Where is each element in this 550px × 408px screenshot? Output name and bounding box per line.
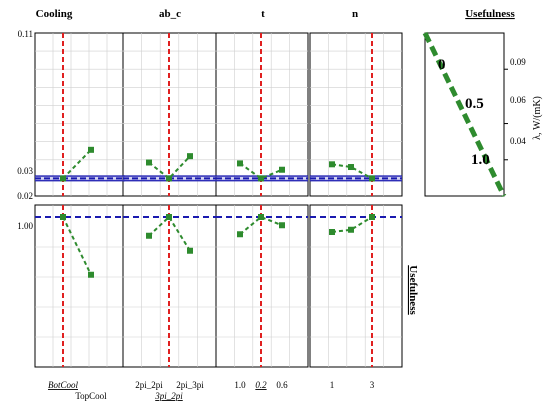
usefulness-point: [329, 229, 335, 235]
response-point: [88, 146, 94, 153]
xtick-abc-2pi-3pi: 2pi_3pi: [176, 380, 204, 390]
xtick-cooling-topcool: TopCool: [75, 391, 107, 401]
ytick-usefulness-one: 1.00: [17, 221, 33, 231]
series-layer: [60, 31, 507, 278]
usefulness-panel-tick-b: 0.06: [510, 95, 526, 105]
usefulness-point: [60, 214, 66, 220]
usefulness-series-line: [331, 216, 373, 233]
response-point: [187, 153, 193, 160]
usefulness-panel-tick-a: 0.09: [510, 57, 526, 67]
ytick-response-max: 0.11: [18, 29, 33, 39]
usefulness-panel-tick-c: 0.04: [510, 136, 526, 146]
grid-layer: [35, 33, 508, 367]
xtick-cooling-botcool: BotCool: [48, 380, 79, 390]
xtick-abc-2pi-2pi: 2pi_2pi: [135, 380, 163, 390]
xtick-abc-3pi-2pi: 3pi_2pi: [154, 391, 183, 401]
ytick-response-min: 0.02: [17, 191, 33, 201]
desirability-function-curve: [422, 31, 507, 198]
usefulness-curve-label-0-5: 0.5: [465, 96, 484, 112]
panel-cooling-response: [34, 32, 126, 197]
ytick-response-current: 0.03: [17, 166, 33, 176]
row-label-usefulness: Usefulness: [407, 265, 419, 315]
usefulness-curve-label-0: 0: [438, 57, 446, 73]
header-usefulness: Usefulness: [465, 8, 515, 20]
response-point: [166, 175, 172, 182]
response-point: [237, 160, 243, 167]
response-point: [279, 166, 285, 173]
response-point: [258, 175, 264, 182]
response-series-line: [331, 163, 373, 180]
header-t: t: [261, 8, 265, 20]
response-point: [146, 159, 152, 166]
xtick-n-3: 3: [370, 380, 375, 390]
response-series-line: [239, 162, 283, 180]
usefulness-series-line: [62, 216, 92, 276]
panel-frames: [34, 32, 505, 368]
usefulness-point: [348, 226, 354, 233]
response-series-line: [148, 155, 191, 180]
header-abc: ab_c: [159, 8, 181, 20]
usefulness-point: [166, 214, 172, 220]
usefulness-point: [187, 247, 193, 254]
header-cooling: Cooling: [36, 8, 73, 20]
response-point: [329, 161, 335, 168]
usefulness-panel-ylabel: λ, W/(mK): [532, 96, 543, 140]
response-point: [369, 175, 375, 182]
usefulness-point: [146, 232, 152, 239]
response-point: [348, 164, 354, 171]
usefulness-point: [237, 231, 243, 238]
usefulness-point: [369, 214, 375, 220]
xtick-n-1: 1: [330, 380, 335, 390]
response-point: [60, 175, 66, 182]
xtick-t-0-2: 0.2: [255, 380, 267, 390]
panel-n-response: [309, 32, 403, 197]
usefulness-point: [258, 214, 264, 220]
panel-cooling-usefulness: [34, 204, 126, 368]
usefulness-point: [279, 222, 285, 229]
usefulness-series-line: [239, 215, 283, 236]
header-n: n: [352, 8, 358, 20]
xtick-t-0-6: 0.6: [276, 380, 288, 390]
usefulness-curve-label-1-0: 1.0: [471, 152, 490, 168]
xtick-t-1-0: 1.0: [234, 380, 246, 390]
usefulness-series-line: [148, 215, 191, 252]
usefulness-point: [88, 271, 94, 278]
panel-n-usefulness: [309, 204, 403, 368]
